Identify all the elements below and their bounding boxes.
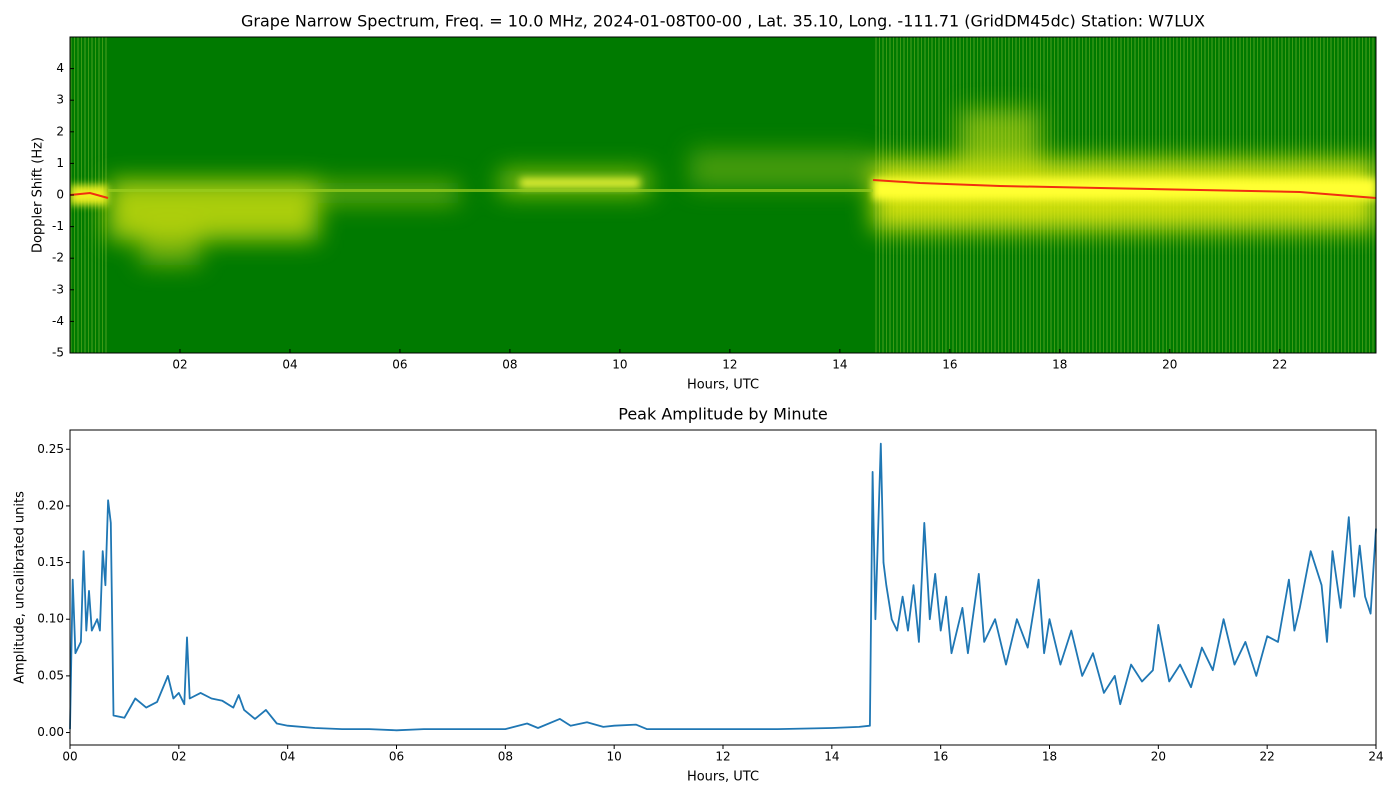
y-tick-label: -3 bbox=[52, 282, 64, 296]
x-tick-label: 02 bbox=[171, 750, 186, 764]
chart-title: Grape Narrow Spectrum, Freq. = 10.0 MHz,… bbox=[241, 12, 1205, 31]
x-tick-label: 08 bbox=[498, 750, 513, 764]
y-tick-label: 0.00 bbox=[37, 725, 64, 739]
x-tick-label: 08 bbox=[502, 358, 517, 372]
x-tick-label: 10 bbox=[607, 750, 622, 764]
x-tick-label: 14 bbox=[824, 750, 839, 764]
y-tick-label: 0.15 bbox=[37, 555, 64, 569]
x-tick-label: 04 bbox=[280, 750, 295, 764]
y-tick-label: 0.05 bbox=[37, 668, 64, 682]
y-tick-label: 0.20 bbox=[37, 498, 64, 512]
y-tick-label: 4 bbox=[56, 61, 64, 75]
x-tick-label: 18 bbox=[1052, 358, 1067, 372]
x-tick-label: 20 bbox=[1151, 750, 1166, 764]
y-tick-label: -5 bbox=[52, 346, 64, 360]
x-tick-label: 02 bbox=[172, 358, 187, 372]
y-axis-label: Amplitude, uncalibrated units bbox=[13, 491, 28, 684]
x-tick-label: 22 bbox=[1272, 358, 1287, 372]
x-tick-label: 24 bbox=[1368, 750, 1383, 764]
x-tick-label: 06 bbox=[392, 358, 407, 372]
x-tick-label: 18 bbox=[1042, 750, 1057, 764]
x-tick-label: 20 bbox=[1162, 358, 1177, 372]
y-tick-label: 1 bbox=[56, 156, 64, 170]
y-tick-label: 2 bbox=[56, 124, 64, 138]
x-tick-label: 10 bbox=[612, 358, 627, 372]
amplitude-line bbox=[69, 442, 1377, 732]
plot-frame bbox=[69, 429, 1377, 746]
x-tick-label: 00 bbox=[62, 750, 77, 764]
x-tick-label: 04 bbox=[282, 358, 297, 372]
spectrogram-image bbox=[70, 37, 1376, 353]
x-tick-label: 12 bbox=[722, 358, 737, 372]
x-tick-label: 12 bbox=[715, 750, 730, 764]
x-tick-label: 16 bbox=[933, 750, 948, 764]
chart-title: Peak Amplitude by Minute bbox=[618, 405, 828, 424]
y-tick-label: 0.25 bbox=[37, 442, 64, 456]
y-axis-label: Doppler Shift (Hz) bbox=[31, 137, 46, 253]
x-tick-label: 06 bbox=[389, 750, 404, 764]
y-tick-label: -4 bbox=[52, 314, 64, 328]
y-tick-label: 0 bbox=[56, 188, 64, 202]
y-tick-label: 0.10 bbox=[37, 612, 64, 626]
x-tick-label: 14 bbox=[832, 358, 847, 372]
x-axis-label: Hours, UTC bbox=[687, 378, 759, 393]
x-tick-label: 16 bbox=[942, 358, 957, 372]
x-tick-label: 22 bbox=[1260, 750, 1275, 764]
x-axis-label: Hours, UTC bbox=[687, 770, 759, 785]
y-tick-label: 3 bbox=[56, 93, 64, 107]
y-tick-label: -2 bbox=[52, 251, 64, 265]
y-tick-label: -1 bbox=[52, 219, 64, 233]
